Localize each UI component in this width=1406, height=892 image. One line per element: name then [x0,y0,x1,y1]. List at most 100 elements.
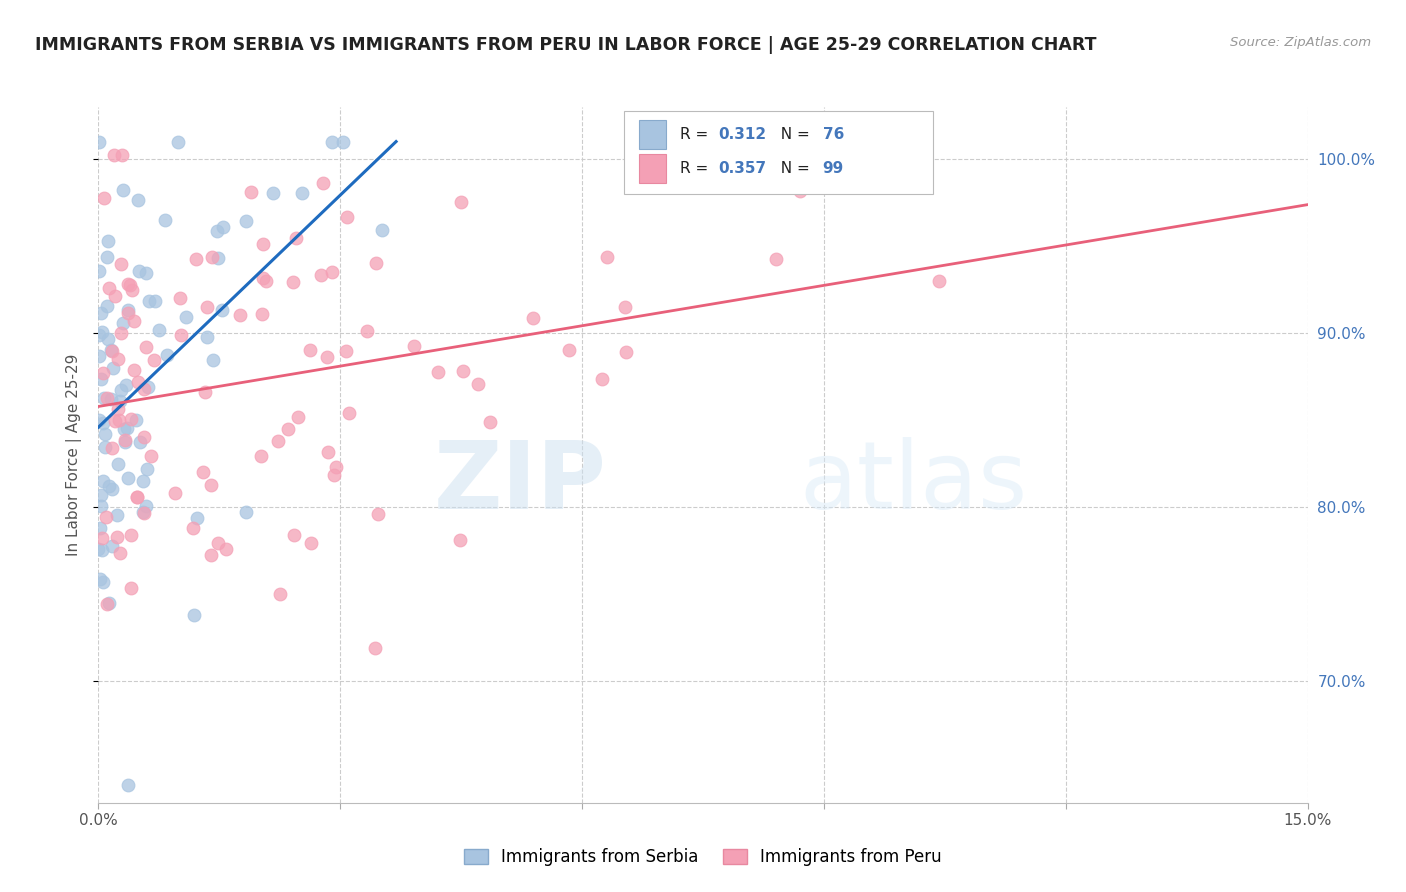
Point [91,366,114,380]
Point [110,393,132,408]
Point [87,327,110,342]
Point [215,541,238,556]
Point [105,508,128,523]
Point [100,442,122,456]
Point [364,641,387,656]
Point [142,353,165,368]
Point [93,392,115,406]
Point [135,500,157,514]
Point [90,325,112,339]
Point [94,510,117,524]
Point [186,511,208,525]
Point [335,344,357,359]
Legend: Immigrants from Serbia, Immigrants from Peru: Immigrants from Serbia, Immigrants from … [456,840,950,875]
Point [235,505,257,519]
Point [332,135,354,149]
Point [107,402,129,417]
Point [136,462,159,476]
Point [267,434,290,449]
Point [322,467,344,482]
Point [127,193,149,207]
Point [115,421,138,435]
Point [467,376,489,391]
Point [104,289,127,303]
Point [110,257,132,271]
Point [522,311,544,326]
Text: ZIP: ZIP [433,437,606,529]
Point [138,379,160,393]
Point [97,235,120,249]
Point [122,363,145,377]
Point [283,528,305,542]
Point [262,186,284,200]
Point [127,490,149,504]
Point [254,274,277,288]
Y-axis label: In Labor Force | Age 25-29: In Labor Force | Age 25-29 [66,354,83,556]
Point [928,274,950,288]
FancyBboxPatch shape [638,120,665,150]
Point [321,265,343,279]
FancyBboxPatch shape [624,111,932,194]
Point [141,449,163,463]
Point [315,350,337,364]
Point [195,330,218,344]
Point [134,430,156,444]
Point [170,327,193,342]
Point [96,300,118,314]
Point [299,536,322,550]
Point [90,488,112,502]
Point [453,363,475,377]
Point [269,587,291,601]
Point [621,135,644,149]
Point [107,352,129,367]
Point [100,343,122,358]
Point [107,457,129,471]
Point [287,409,309,424]
Point [207,535,229,549]
Point [167,135,190,149]
Point [212,219,235,234]
Point [614,300,637,314]
Point [89,349,111,363]
Point [138,293,160,308]
Point [89,413,111,427]
Point [132,382,155,396]
Point [134,506,156,520]
Point [321,135,343,149]
Text: N =: N = [770,161,814,176]
Point [235,214,257,228]
Point [291,186,314,200]
Point [110,326,132,341]
Point [169,291,191,305]
Point [193,465,215,479]
Point [117,277,139,291]
Point [89,572,111,586]
Point [120,412,142,426]
Point [108,546,131,560]
Point [336,210,359,224]
Point [311,176,333,190]
Text: N =: N = [770,128,814,143]
Point [125,491,148,505]
Point [558,343,581,357]
Point [200,548,222,562]
Point [250,449,273,463]
Point [194,384,217,399]
Point [117,470,139,484]
Point [114,434,136,448]
Point [101,539,124,553]
Point [103,148,125,162]
Point [91,416,114,430]
Point [90,306,112,320]
Text: atlas: atlas [800,437,1028,529]
Point [281,275,304,289]
Point [117,302,139,317]
Point [117,778,139,793]
Point [591,372,613,386]
Point [176,310,198,324]
Point [101,360,124,375]
Text: 76: 76 [823,128,844,143]
Text: 0.312: 0.312 [718,128,766,143]
Point [143,294,166,309]
Text: 0.357: 0.357 [718,161,766,176]
